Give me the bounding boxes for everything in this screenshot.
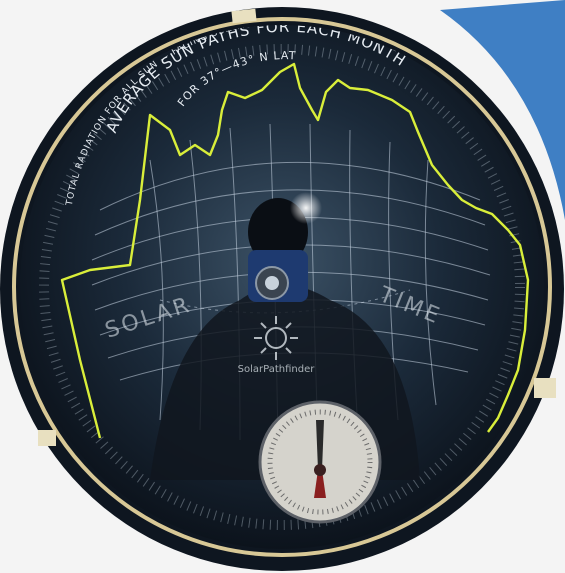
compass-icon bbox=[258, 400, 382, 524]
bubble-level-icon bbox=[255, 266, 289, 300]
rim-tab-right bbox=[534, 378, 556, 398]
logo-text: SolarPathfinder bbox=[238, 364, 316, 375]
horizon-trace bbox=[60, 62, 530, 439]
rim-tab-top bbox=[231, 8, 257, 24]
gold-rim bbox=[12, 17, 552, 557]
sun-logo-icon bbox=[254, 316, 298, 360]
camera-glare bbox=[290, 192, 322, 224]
rim-tab-left bbox=[38, 430, 56, 446]
